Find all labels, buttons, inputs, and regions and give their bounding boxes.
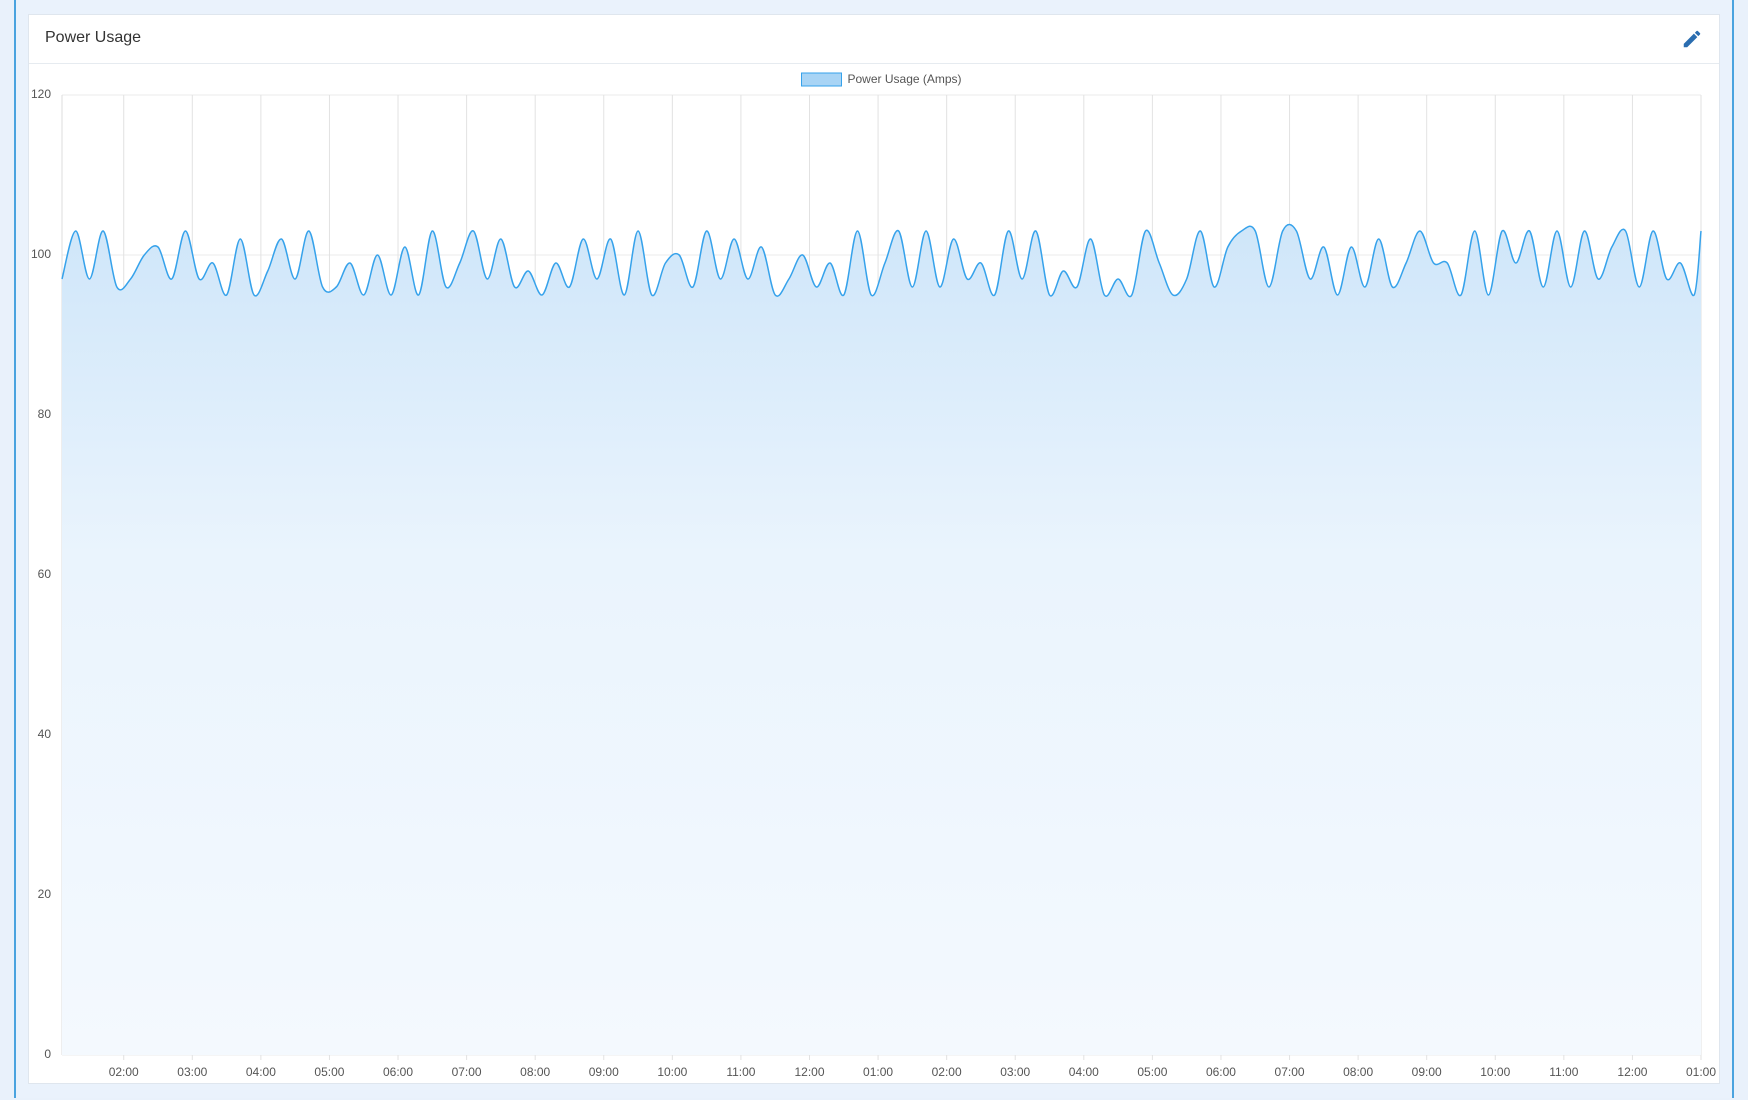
x-tick-label: 01:00	[863, 1065, 893, 1079]
x-tick-label: 05:00	[314, 1065, 344, 1079]
y-tick-label: 0	[44, 1047, 51, 1061]
y-tick-label: 20	[38, 887, 52, 901]
x-tick-label: 11:00	[1549, 1065, 1578, 1079]
x-tick-label: 08:00	[1343, 1065, 1373, 1079]
widget-title: Power Usage	[45, 29, 142, 46]
y-tick-label: 120	[31, 87, 51, 101]
x-tick-label: 05:00	[1137, 1065, 1167, 1079]
x-tick-label: 09:00	[1412, 1065, 1442, 1079]
x-tick-label: 07:00	[1275, 1065, 1305, 1079]
x-tick-label: 10:00	[657, 1065, 687, 1079]
x-tick-label: 03:00	[177, 1065, 207, 1079]
y-tick-label: 40	[38, 727, 52, 741]
legend-swatch	[801, 72, 842, 87]
x-tick-label: 11:00	[726, 1065, 755, 1079]
x-tick-label: 08:00	[520, 1065, 550, 1079]
widget-header: Power Usage	[29, 15, 1719, 64]
line	[61, 223, 1702, 298]
x-tick-label: 09:00	[589, 1065, 619, 1079]
x-tick-label: 07:00	[452, 1065, 482, 1079]
y-tick-label: 80	[38, 407, 52, 421]
x-tick-label: 04:00	[1069, 1065, 1099, 1079]
y-tick-label: 60	[38, 567, 52, 581]
x-tick-label: 02:00	[109, 1065, 139, 1079]
x-tick-label: 12:00	[794, 1065, 824, 1079]
x-tick-label: 02:00	[932, 1065, 962, 1079]
edit-button[interactable]	[1681, 28, 1703, 50]
x-tick-label: 06:00	[1206, 1065, 1236, 1079]
x-tick-label: 12:00	[1617, 1065, 1647, 1079]
x-tick-label: 04:00	[246, 1065, 276, 1079]
x-tick-label: 03:00	[1000, 1065, 1030, 1079]
area-fill	[62, 224, 1701, 1055]
x-tick-label: 06:00	[383, 1065, 413, 1079]
x-tick-label: 01:00	[1686, 1065, 1716, 1079]
x-tick-label: 10:00	[1480, 1065, 1510, 1079]
legend-label: Power Usage (Amps)	[848, 72, 962, 86]
y-tick-label: 100	[31, 247, 51, 261]
